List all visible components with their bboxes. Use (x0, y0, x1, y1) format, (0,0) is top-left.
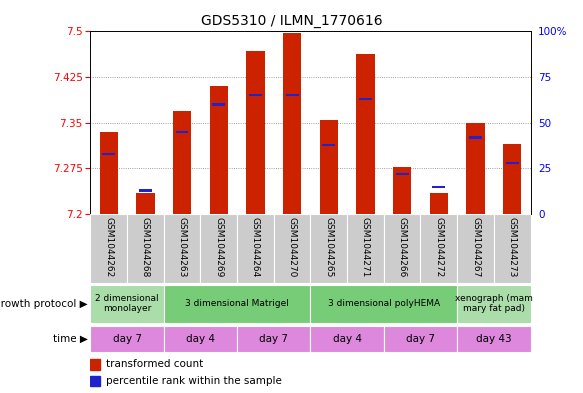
Bar (286, 94, 298, 97)
Bar (384, 326, 457, 352)
Text: GSM1044266: GSM1044266 (398, 217, 407, 277)
Text: GDS5310 / ILMN_1770616: GDS5310 / ILMN_1770616 (201, 13, 382, 28)
Bar (310, 214, 347, 283)
Text: GSM1044263: GSM1044263 (178, 217, 187, 277)
Text: GSM1044271: GSM1044271 (361, 217, 370, 277)
Bar (457, 214, 494, 283)
Bar (249, 94, 262, 97)
Bar (201, 214, 237, 283)
Text: GSM1044268: GSM1044268 (141, 217, 150, 277)
Bar (466, 123, 484, 214)
Text: GSM1044265: GSM1044265 (324, 217, 333, 277)
Text: day 7: day 7 (259, 334, 288, 344)
Bar (209, 86, 228, 214)
Bar (469, 136, 482, 138)
Text: GSM1044273: GSM1044273 (508, 217, 517, 277)
Bar (164, 285, 310, 323)
Text: GSM1044269: GSM1044269 (214, 217, 223, 277)
Bar (139, 189, 152, 191)
Bar (420, 214, 457, 283)
Text: percentile rank within the sample: percentile rank within the sample (106, 376, 282, 386)
Bar (127, 214, 164, 283)
Text: day 4: day 4 (186, 334, 215, 344)
Bar (503, 144, 521, 214)
Bar (457, 326, 531, 352)
Text: day 7: day 7 (406, 334, 435, 344)
Text: xenograph (mam
mary fat pad): xenograph (mam mary fat pad) (455, 294, 533, 313)
Text: day 4: day 4 (333, 334, 361, 344)
Text: 3 dimensional Matrigel: 3 dimensional Matrigel (185, 299, 289, 308)
Text: GSM1044264: GSM1044264 (251, 217, 260, 277)
Text: day 43: day 43 (476, 334, 512, 344)
Text: growth protocol ▶: growth protocol ▶ (0, 299, 87, 309)
Bar (173, 110, 191, 214)
Bar (136, 193, 154, 214)
Bar (347, 214, 384, 283)
Bar (175, 131, 188, 133)
Bar (246, 51, 265, 214)
Bar (322, 144, 335, 146)
Bar (356, 54, 375, 214)
Bar (283, 33, 301, 214)
Bar (90, 326, 164, 352)
Text: 3 dimensional polyHEMA: 3 dimensional polyHEMA (328, 299, 440, 308)
Bar (274, 214, 310, 283)
Bar (384, 214, 420, 283)
Bar (310, 326, 384, 352)
Text: 2 dimensional
monolayer: 2 dimensional monolayer (95, 294, 159, 313)
Bar (237, 214, 274, 283)
Bar (494, 214, 531, 283)
Bar (430, 193, 448, 214)
Bar (102, 153, 115, 155)
Bar (506, 162, 519, 164)
Text: GSM1044267: GSM1044267 (471, 217, 480, 277)
Text: GSM1044262: GSM1044262 (104, 217, 113, 277)
Bar (90, 285, 164, 323)
Bar (164, 326, 237, 352)
Bar (359, 98, 372, 100)
Bar (90, 214, 127, 283)
Text: time ▶: time ▶ (52, 334, 87, 344)
Bar (212, 103, 225, 106)
Bar (433, 185, 445, 188)
Bar (457, 285, 531, 323)
Bar (164, 214, 201, 283)
Bar (237, 326, 310, 352)
Bar (393, 167, 412, 214)
Bar (100, 132, 118, 214)
Bar (90, 359, 100, 370)
Bar (90, 376, 100, 386)
Text: GSM1044270: GSM1044270 (287, 217, 297, 277)
Text: day 7: day 7 (113, 334, 142, 344)
Bar (319, 120, 338, 214)
Bar (310, 285, 457, 323)
Bar (396, 173, 409, 175)
Text: GSM1044272: GSM1044272 (434, 217, 443, 277)
Text: transformed count: transformed count (106, 359, 203, 369)
